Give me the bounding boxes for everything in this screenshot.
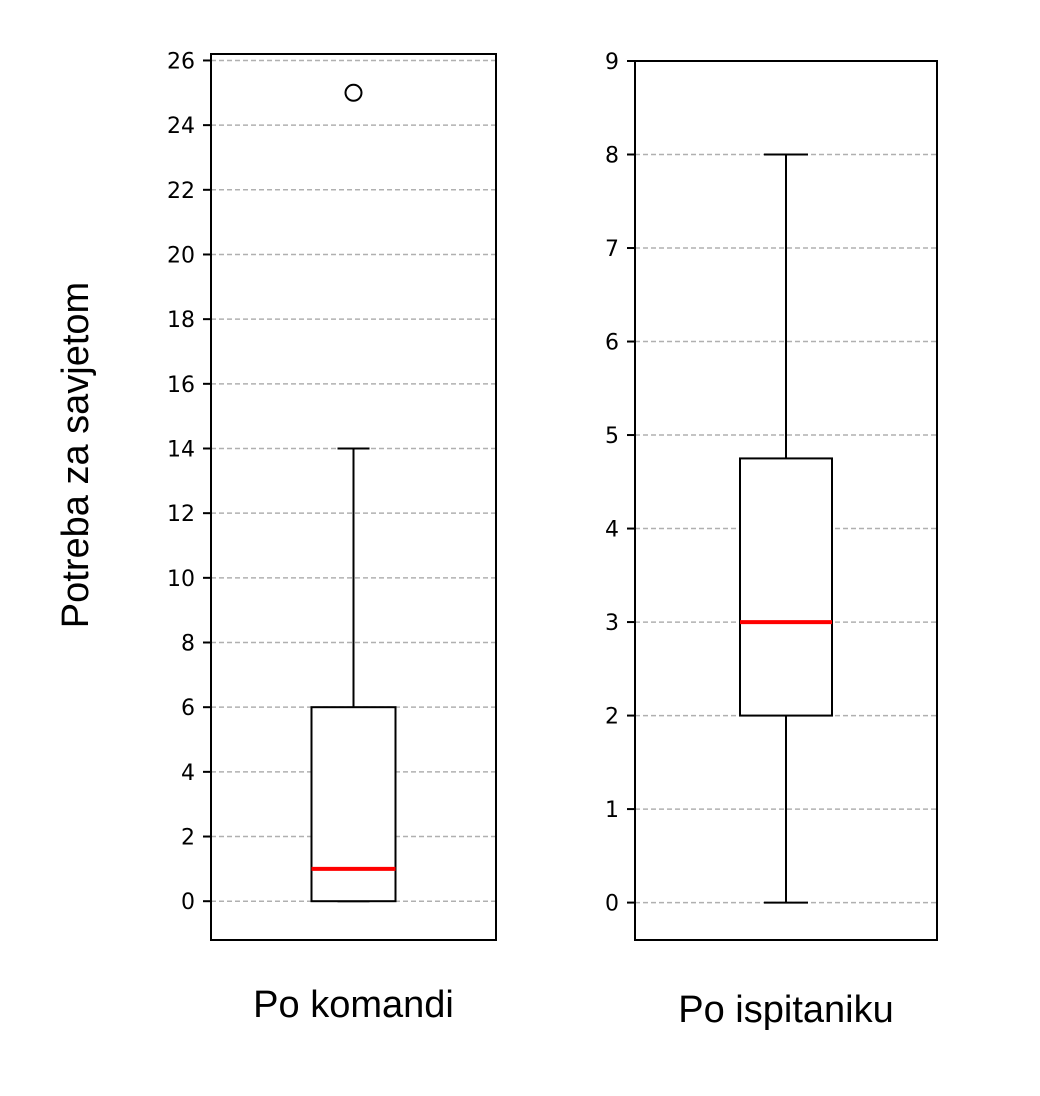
panel-po-ispitaniku: 0 1 2 3 4 5 6 7 8 9 Po ispitaniku [605, 50, 938, 1031]
y-tick-label: 6 [181, 696, 195, 721]
outlier-point [344, 83, 363, 102]
y-tick-label: 6 [605, 331, 619, 356]
grid-lines [635, 60, 937, 904]
y-tick-label: 4 [605, 518, 619, 543]
y-tick-label: 2 [181, 826, 195, 851]
box-plot [739, 153, 833, 904]
y-tick-label: 22 [167, 179, 195, 204]
y-tick-label: 8 [181, 632, 195, 657]
y-tick-label: 9 [605, 50, 619, 75]
y-tick-label: 16 [167, 373, 195, 398]
plot-frame [210, 53, 497, 941]
y-tick-label: 18 [167, 308, 195, 333]
y-tick-label: 10 [167, 567, 195, 592]
y-tick-label: 0 [181, 890, 195, 915]
y-ticks: 0 1 2 3 4 5 6 7 8 9 [605, 50, 635, 917]
y-tick-label: 1 [605, 798, 619, 823]
y-tick-label: 2 [605, 705, 619, 730]
iqr-box [739, 457, 833, 717]
y-tick-label: 0 [605, 892, 619, 917]
y-tick-label: 7 [605, 237, 619, 262]
y-tick-label: 26 [167, 49, 195, 74]
y-tick-label: 14 [167, 437, 195, 462]
iqr-box [310, 706, 397, 903]
y-tick-label: 12 [167, 502, 195, 527]
y-axis-label: Potreba za savjetom [55, 282, 97, 628]
y-tick-label: 8 [605, 144, 619, 169]
y-tick-label: 3 [605, 611, 619, 636]
box-plot [310, 83, 397, 903]
y-tick-label: 5 [605, 424, 619, 449]
y-tick-label: 4 [181, 761, 195, 786]
y-tick-label: 24 [167, 114, 195, 139]
y-tick-label: 20 [167, 243, 195, 268]
plot-frame [634, 60, 938, 941]
x-axis-label: Po ispitaniku [678, 989, 893, 1031]
x-axis-label: Po komandi [253, 984, 454, 1026]
